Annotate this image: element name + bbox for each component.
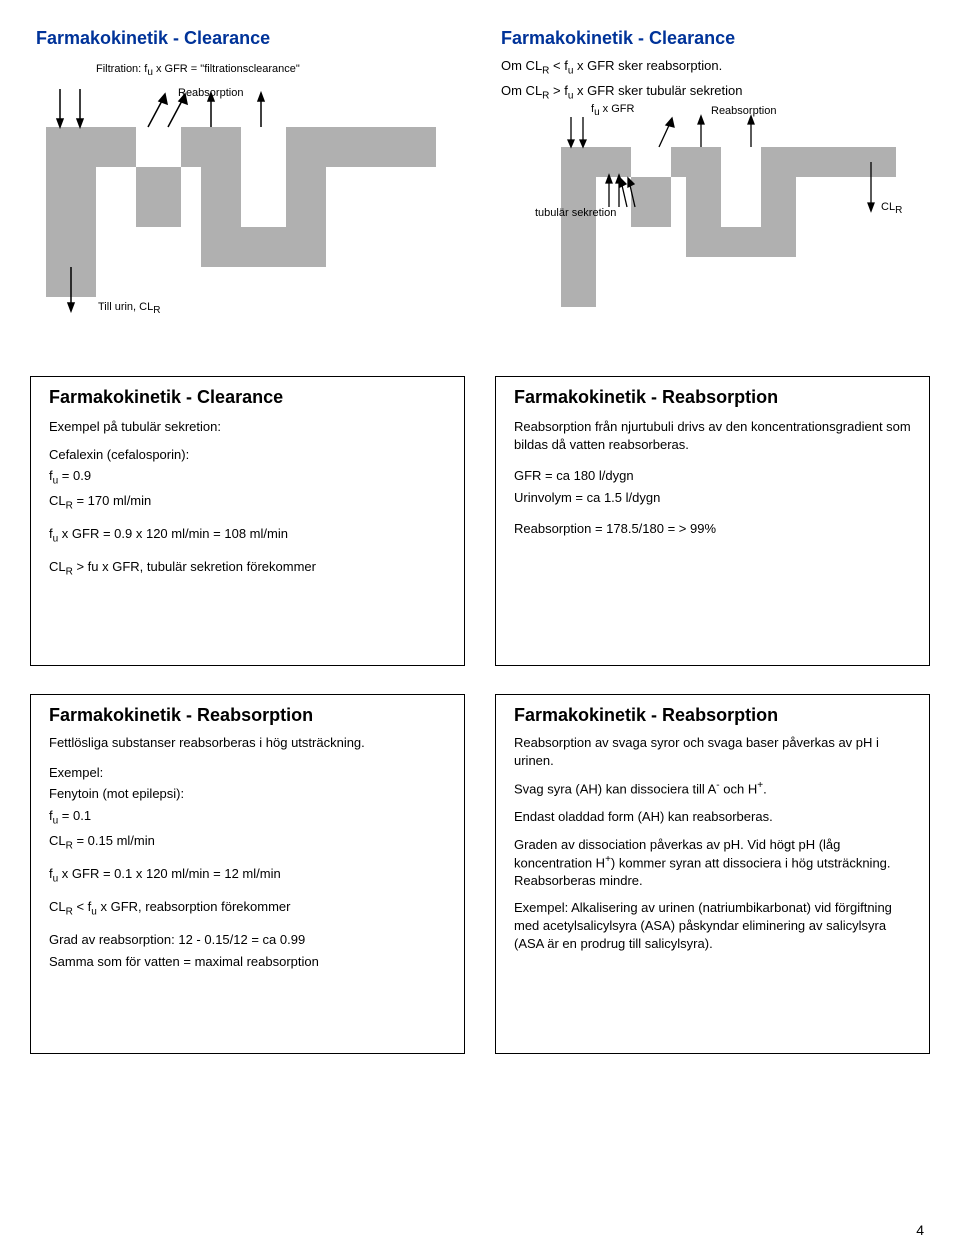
panel6-l1: Reabsorption av svaga syror och svaga ba… xyxy=(514,734,911,769)
panel-clearance-example: Farmakokinetik - Clearance Exempel på tu… xyxy=(30,376,465,666)
panel2-diagram: fu x GFR Reabsorption tubulär sekretion … xyxy=(501,107,924,307)
panel3-l6: CLR > fu x GFR, tubulär sekretion föreko… xyxy=(49,558,446,579)
panel2-fugfr-label: fu x GFR xyxy=(591,103,634,118)
panel2-clr-label: CLR xyxy=(881,201,902,216)
panel5-title: Farmakokinetik - Reabsorption xyxy=(49,705,446,726)
panel4-title: Farmakokinetik - Reabsorption xyxy=(514,387,911,408)
panel5-l8: Grad av reabsorption: 12 - 0.15/12 = ca … xyxy=(49,931,446,949)
panel6-l4: Graden av dissociation påverkas av pH. V… xyxy=(514,836,911,890)
panel3-l1: Exempel på tubulär sekretion: xyxy=(49,418,446,436)
panel6-l3: Endast oladdad form (AH) kan reabsorbera… xyxy=(514,808,911,826)
panel3-l2: Cefalexin (cefalosporin): xyxy=(49,446,446,464)
panel-clearance-diagram-2: Farmakokinetik - Clearance Om CLR < fu x… xyxy=(495,18,930,348)
panel6-title: Farmakokinetik - Reabsorption xyxy=(514,705,911,726)
panel-reabsorption-intro: Farmakokinetik - Reabsorption Reabsorpti… xyxy=(495,376,930,666)
page-number: 4 xyxy=(916,1222,924,1238)
panel5-l5: CLR = 0.15 ml/min xyxy=(49,832,446,853)
panel3-l3: fu = 0.9 xyxy=(49,467,446,488)
panel3-title: Farmakokinetik - Clearance xyxy=(49,387,446,408)
panel1-filtration-label: Filtration: fu x GFR = "filtrationsclear… xyxy=(96,63,300,78)
panel2-line2: Om CLR > fu x GFR sker tubulär sekretion xyxy=(501,82,924,103)
panel3-l4: CLR = 170 ml/min xyxy=(49,492,446,513)
panel2-tubsek-label: tubulär sekretion xyxy=(535,207,616,219)
panel4-l2: GFR = ca 180 l/dygn xyxy=(514,467,911,485)
panel2-line1: Om CLR < fu x GFR sker reabsorption. xyxy=(501,57,924,78)
panel5-l9: Samma som för vatten = maximal reabsorpt… xyxy=(49,953,446,971)
panel1-reabsorption-label: Reabsorption xyxy=(178,87,243,99)
panel-reabsorption-ph: Farmakokinetik - Reabsorption Reabsorpti… xyxy=(495,694,930,1054)
panel6-l2: Svag syra (AH) kan dissociera till A- oc… xyxy=(514,779,911,798)
panel5-l6: fu x GFR = 0.1 x 120 ml/min = 12 ml/min xyxy=(49,865,446,886)
panel5-l1: Fettlösliga substanser reabsorberas i hö… xyxy=(49,734,446,752)
panel-reabsorption-fatsoluble: Farmakokinetik - Reabsorption Fettlöslig… xyxy=(30,694,465,1054)
panel5-l3: Fenytoin (mot epilepsi): xyxy=(49,785,446,803)
panel3-l5: fu x GFR = 0.9 x 120 ml/min = 108 ml/min xyxy=(49,525,446,546)
panel1-urine-label: Till urin, CLR xyxy=(98,301,160,316)
panel2-reabs-label: Reabsorption xyxy=(711,105,776,117)
panel5-l7: CLR < fu x GFR, reabsorption förekommer xyxy=(49,898,446,919)
panel1-diagram: Filtration: fu x GFR = "filtrationsclear… xyxy=(36,57,459,287)
panel6-l5: Exempel: Alkalisering av urinen (natrium… xyxy=(514,899,911,952)
panel1-title: Farmakokinetik - Clearance xyxy=(36,28,459,49)
panel4-l1: Reabsorption från njurtubuli drivs av de… xyxy=(514,418,911,453)
panel5-l4: fu = 0.1 xyxy=(49,807,446,828)
panel4-l3: Urinvolym = ca 1.5 l/dygn xyxy=(514,489,911,507)
panel-clearance-diagram-1: Farmakokinetik - Clearance xyxy=(30,18,465,348)
panel2-title: Farmakokinetik - Clearance xyxy=(501,28,924,49)
panel5-l2: Exempel: xyxy=(49,764,446,782)
panel4-l4: Reabsorption = 178.5/180 = > 99% xyxy=(514,520,911,538)
